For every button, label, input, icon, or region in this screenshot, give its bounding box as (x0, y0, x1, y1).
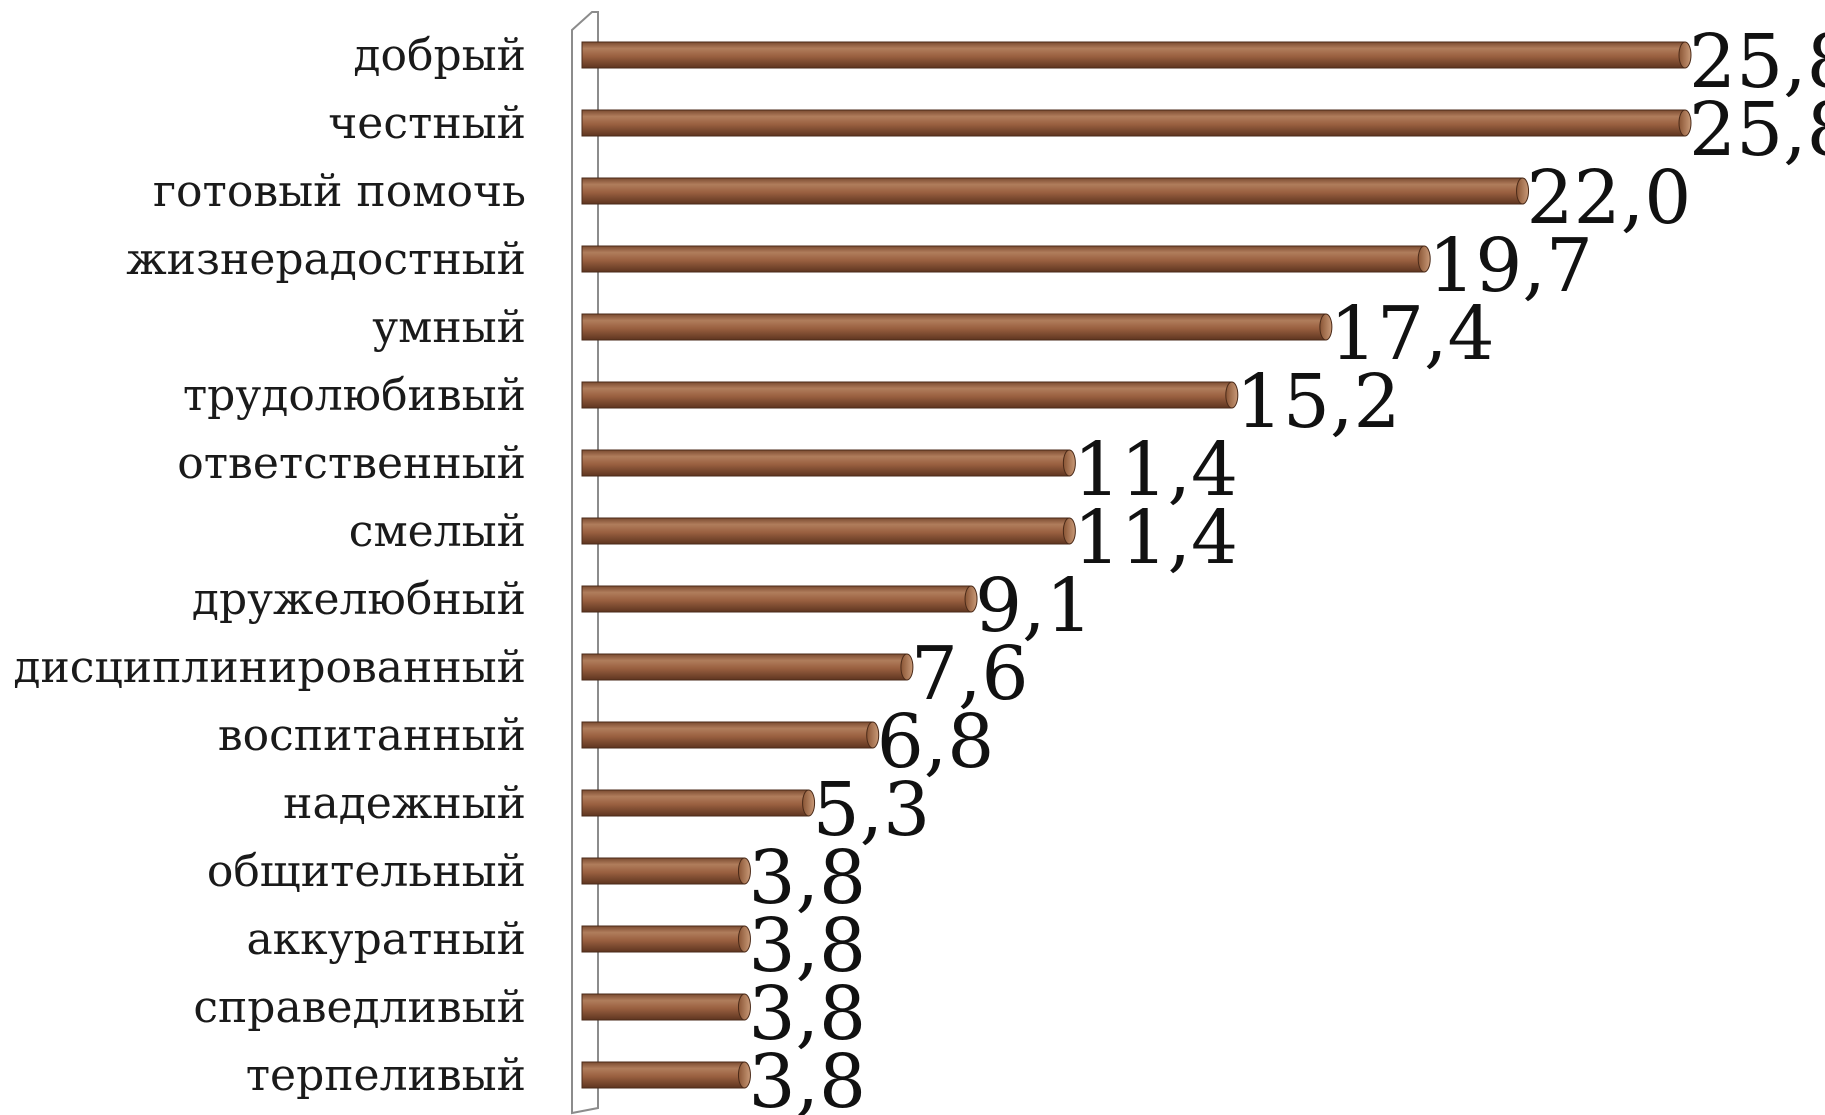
category-label: дисциплинированный (13, 642, 526, 693)
bar (581, 381, 1233, 409)
bar-end-cap (1678, 109, 1692, 137)
category-label: добрый (353, 30, 526, 81)
category-label: умный (372, 302, 526, 353)
bar-end-cap (1678, 41, 1692, 69)
category-label: честный (328, 98, 526, 149)
bar-end-cap (737, 857, 751, 885)
bar (581, 993, 745, 1021)
value-label: 22,0 (1527, 155, 1692, 241)
category-label: воспитанный (218, 710, 526, 761)
bars-layer (581, 41, 1692, 1089)
bar (581, 109, 1686, 137)
category-label: ответственный (177, 438, 526, 489)
value-label: 25,8 (1689, 19, 1825, 105)
bar-end-cap (900, 653, 914, 681)
bar (581, 313, 1327, 341)
value-label: 15,2 (1236, 359, 1401, 445)
bar (581, 177, 1524, 205)
bar-end-cap (737, 993, 751, 1021)
bar-end-cap (1062, 517, 1076, 545)
category-label: аккуратный (246, 914, 526, 965)
category-label: дружелюбный (192, 574, 526, 625)
value-label: 25,8 (1689, 87, 1825, 173)
bar-end-cap (1417, 245, 1431, 273)
category-label: справедливый (193, 982, 526, 1033)
category-label: смелый (349, 506, 526, 557)
bar-end-cap (1062, 449, 1076, 477)
bar (581, 925, 745, 953)
bar (581, 517, 1070, 545)
bar (581, 789, 810, 817)
category-label: терпеливый (246, 1050, 526, 1101)
bar-end-cap (737, 925, 751, 953)
bar (581, 41, 1686, 69)
value-label: 5,3 (813, 767, 931, 853)
value-label: 9,1 (975, 563, 1093, 649)
bar-end-cap (1225, 381, 1239, 409)
bar-end-cap (802, 789, 816, 817)
bar-end-cap (737, 1061, 751, 1089)
bar-end-cap (866, 721, 880, 749)
bar-end-cap (1319, 313, 1333, 341)
value-label: 11,4 (1073, 427, 1238, 513)
category-label: трудолюбивый (183, 370, 526, 421)
value-label: 6,8 (877, 699, 995, 785)
category-label: надежный (283, 778, 526, 829)
bar (581, 721, 874, 749)
category-axis-wall (571, 11, 599, 1115)
bar (581, 1061, 745, 1089)
bar (581, 653, 908, 681)
bar-end-cap (964, 585, 978, 613)
category-label: готовый помочь (153, 166, 526, 217)
value-label: 7,6 (911, 631, 1029, 717)
value-label: 3,8 (748, 903, 866, 989)
value-label: 3,8 (748, 835, 866, 921)
bar (581, 245, 1425, 273)
category-label: общительный (207, 846, 526, 897)
bar (581, 585, 972, 613)
bar-end-cap (1516, 177, 1530, 205)
value-label: 19,7 (1428, 223, 1593, 309)
value-label: 17,4 (1330, 291, 1495, 377)
bar (581, 857, 745, 885)
category-label: жизнерадостный (126, 234, 526, 285)
labels-layer: добрый 25,8 честный 25,8 готовый помочь 22,0 ж… (13, 19, 1825, 1115)
axis-layer (571, 11, 599, 1115)
value-label: 3,8 (748, 971, 866, 1057)
bar (581, 449, 1070, 477)
value-label: 11,4 (1073, 495, 1238, 581)
value-label: 3,8 (748, 1039, 866, 1115)
